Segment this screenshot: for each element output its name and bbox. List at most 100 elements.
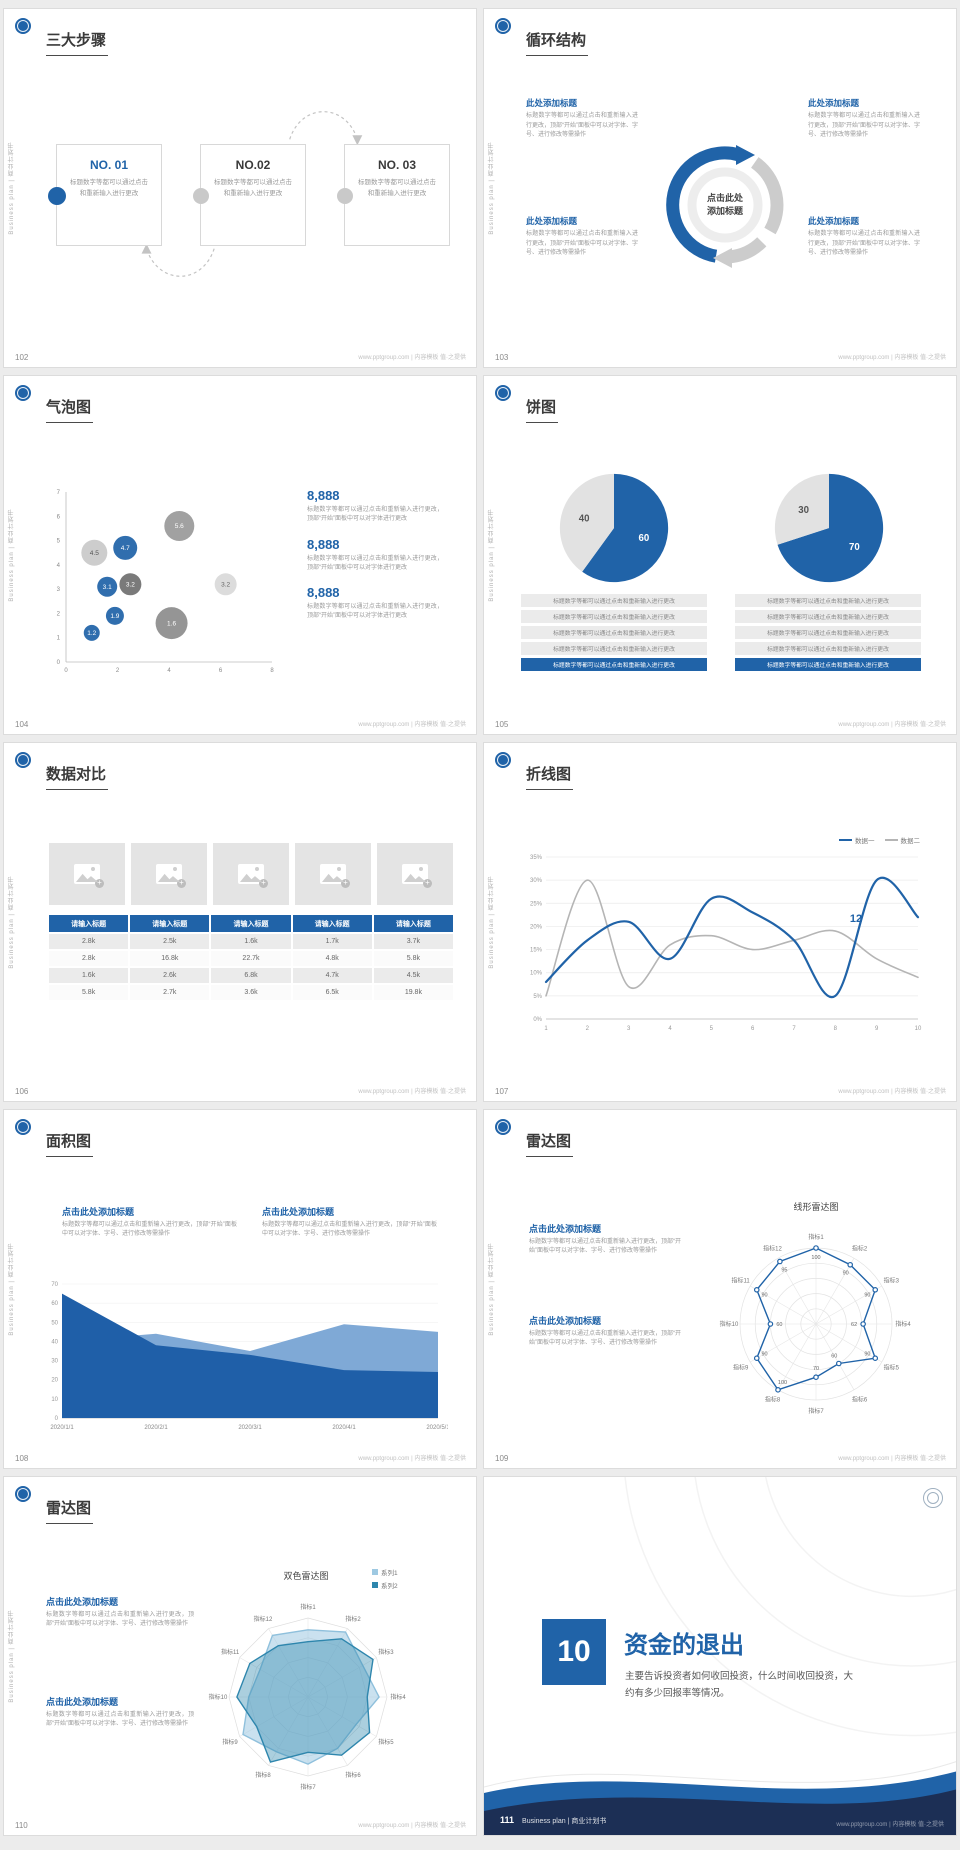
radar-chart: 指标1 指标2 指标3 指标4 指标5 指标6 指标7 指标8 指标9 指标10 指标11 指标12 [209,1603,407,1791]
table-cell: 6.5k [292,985,372,1000]
slide-title: 雷达图 [46,1497,94,1524]
vertical-brand: Business plan | 商业计划书 [489,1242,495,1336]
svg-text:9: 9 [875,1026,879,1032]
svg-text:40: 40 [51,1339,58,1345]
add-image-icon: + [320,864,350,888]
step-body: 标题数字等都可以通过点击和重新输入进行更改 [358,179,436,197]
svg-text:8: 8 [270,668,274,674]
site-footer: www.pptgroup.com | 内容模板 值·之提供 [838,1456,946,1462]
svg-text:6: 6 [751,1026,755,1032]
block-body: 标题数字等都可以通过点击和重新输入进行更改，顶部“开始”面板中可以对字体、字号、… [808,113,920,139]
slide-103[interactable]: Business plan | 商业计划书 循环结构 点击此处添加标题 此处添加… [483,8,957,368]
svg-text:15%: 15% [530,948,543,954]
add-image-icon: + [156,864,186,888]
slide-105[interactable]: Business plan | 商业计划书 饼图 60 40 70 30 标题数字等… [483,375,957,735]
svg-text:0: 0 [57,660,61,666]
svg-text:60: 60 [51,1301,58,1307]
cycle-block-top-right: 此处添加标题 标题数字等都可以通过点击和重新输入进行更改，顶部“开始”面板中可以… [808,97,920,141]
stat-item: 8,888 标题数字等都可以通过点击和重新输入进行更改，顶部“开始”面板中可以对… [307,537,443,574]
slide-109[interactable]: Business plan | 商业计划书 雷达图 点击此处添加标题 标题数字等… [483,1109,957,1469]
svg-text:指标10: 指标10 [720,1320,739,1328]
slide-110[interactable]: Business plan | 商业计划书 雷达图 点击此处添加标题 标题数字等… [3,1476,477,1836]
slide-108[interactable]: Business plan | 商业计划书 面积图 点击此处添加标题 标题数字等… [3,1109,477,1469]
slide-111[interactable]: 10 资金的退出 主要告诉投资者如何收回投资，什么时间收回投资，大约有多少回报率… [483,1476,957,1836]
legend-label: 数据二 [900,838,921,845]
table-cell: 4.5k [373,968,453,983]
cycle-block-bottom-left: 此处添加标题 标题数字等都可以通过点击和重新输入进行更改，顶部“开始”面板中可以… [526,215,638,259]
svg-text:90: 90 [843,1271,849,1277]
svg-text:100: 100 [778,1380,787,1386]
stat-body: 标题数字等都可以通过点击和重新输入进行更改，顶部“开始”面板中可以对字体进行更改 [307,507,443,523]
svg-text:2: 2 [57,611,61,617]
table-header-cell: 请输入标题 [292,915,372,932]
radar-legend: 系列1 系列2 [372,1567,398,1590]
logo-icon [923,1488,943,1508]
table-cell: 1.7k [292,934,372,949]
svg-text:指标6: 指标6 [852,1395,868,1403]
svg-text:指标11: 指标11 [732,1277,751,1285]
page-number: 104 [15,720,29,729]
page-number: 102 [15,353,29,362]
svg-text:10: 10 [51,1397,58,1403]
block-body: 标题数字等都可以通过点击和重新输入进行更改，顶部“开始”面板中可以对字体、字号、… [46,1612,194,1628]
svg-text:5%: 5% [533,994,542,1000]
svg-text:指标7: 指标7 [808,1407,824,1415]
table-cell: 3.7k [373,934,453,949]
svg-text:60: 60 [776,1322,782,1328]
vertical-brand: Business plan | 商业计划书 [9,1609,15,1703]
step-body: 标题数字等都可以通过点击和重新输入进行更改 [214,179,292,197]
site-footer: www.pptgroup.com | 内容模板 值·之提供 [358,1456,466,1462]
block-title: 此处添加标题 [526,216,578,226]
legend-item: 数据二 [884,835,921,845]
svg-text:3.2: 3.2 [126,581,135,588]
stat-item: 8,888 标题数字等都可以通过点击和重新输入进行更改，顶部“开始”面板中可以对… [307,488,443,525]
svg-text:指标5: 指标5 [378,1738,394,1746]
slide-104[interactable]: Business plan | 商业计划书 气泡图 0 1 2 3 4 5 6 7 0 2 4 6 8 4… [3,375,477,735]
block-body: 标题数字等都可以通过点击和重新输入进行更改，顶部“开始”面板中可以对字体、字号、… [46,1712,194,1728]
table-cell: 19.8k [373,985,453,1000]
svg-text:5: 5 [710,1026,714,1032]
svg-text:60: 60 [831,1354,837,1360]
text-block-1: 点击此处添加标题 标题数字等都可以通过点击和重新输入进行更改，顶部“开始”面板中… [529,1222,681,1257]
page-number: 107 [495,1087,509,1096]
vertical-brand: Business plan | 商业计划书 [9,875,15,969]
chart-title: 线形雷达图 [793,1202,839,1212]
site-footer: www.pptgroup.com | 内容模板 值·之提供 [358,1823,466,1829]
block-body: 标题数字等都可以通过点击和重新输入进行更改，顶部“开始”面板中可以对字体、字号、… [808,231,920,257]
area-chart: 0 10 20 30 40 50 60 70 2020/1/1 2020/2/1 2020/3/1 2… [50,1282,448,1431]
svg-text:2020/2/1: 2020/2/1 [144,1425,168,1431]
slide-title: 雷达图 [526,1130,574,1157]
page-number: 103 [495,353,509,362]
svg-text:100: 100 [811,1255,820,1261]
legend-item: 系列2 [372,1580,398,1590]
slide-107[interactable]: Business plan | 商业计划书 折线图 数据一 数据二 0% 5% 10… [483,742,957,1102]
svg-text:70: 70 [51,1282,58,1288]
svg-text:指标4: 指标4 [390,1693,406,1701]
slide-102[interactable]: Business plan | 商业计划书 三大步骤 NO. 01 标题数字等都… [3,8,477,368]
block-title: 点击此处添加标题 [529,1316,602,1326]
svg-text:指标1: 指标1 [300,1603,316,1611]
pie-caption-bar: 标题数字等都可以通过点击和重新输入进行更改 [735,626,921,639]
svg-text:2: 2 [116,668,120,674]
svg-text:指标9: 指标9 [733,1364,749,1372]
series2-swatch-icon [884,839,898,841]
line-chart-legend: 数据一 数据二 [839,835,920,845]
block-title: 点击此处添加标题 [46,1597,119,1607]
vertical-brand: Business plan | 商业计划书 [9,508,15,602]
image-placeholder: + [377,843,453,905]
stat-body: 标题数字等都可以通过点击和重新输入进行更改，顶部“开始”面板中可以对字体进行更改 [307,604,443,620]
step-box-3: NO. 03 标题数字等都可以通过点击和重新输入进行更改 [337,144,450,246]
page-number: 106 [15,1087,29,1096]
step-number: NO. 01 [89,158,128,172]
svg-text:4.5: 4.5 [90,550,99,557]
logo-icon [15,385,31,401]
svg-text:4.7: 4.7 [121,545,130,552]
table-header-cell: 请输入标题 [130,915,210,932]
vertical-brand: Business plan | 商业计划书 [489,875,495,969]
logo-icon [495,752,511,768]
text-block-1: 点击此处添加标题 标题数字等都可以通过点击和重新输入进行更改，顶部“开始”面板中… [46,1595,194,1630]
slide-106[interactable]: Business plan | 商业计划书 数据对比 + + + + + 请输入… [3,742,477,1102]
stat-value: 8,888 [307,536,340,552]
